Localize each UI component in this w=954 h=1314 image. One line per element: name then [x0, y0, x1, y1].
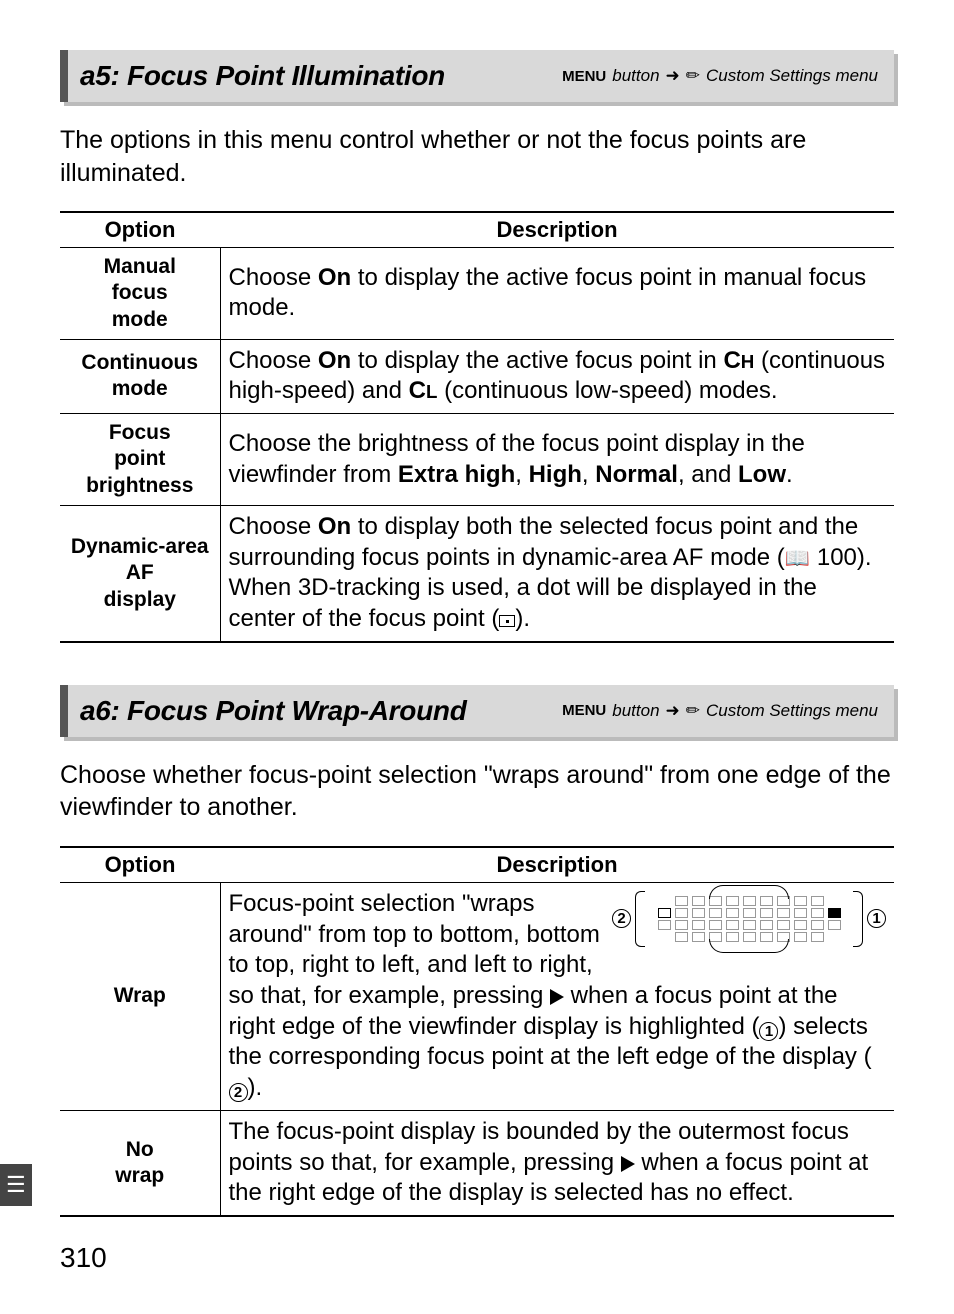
table-a5-body: ManualfocusmodeChoose On to display the …: [60, 248, 894, 642]
bracket-right-icon: [853, 891, 863, 947]
table-row: FocuspointbrightnessChoose the brightnes…: [60, 414, 894, 506]
section-a6-intro: Choose whether focus-point selection "wr…: [60, 759, 894, 824]
side-tab-icon: ☰: [0, 1164, 32, 1206]
option-cell: Nowrap: [60, 1110, 220, 1216]
focus-point-grid: [649, 895, 849, 943]
table-a6-header-option: Option: [60, 847, 220, 883]
table-a5-header-desc: Description: [220, 212, 894, 248]
option-cell: Continuousmode: [60, 339, 220, 413]
description-cell: Choose On to display the active focus po…: [220, 339, 894, 413]
button-word: button: [612, 701, 659, 721]
table-a6-body: Wrap21Focus-point selection "wraps aroun…: [60, 882, 894, 1216]
table-row: ContinuousmodeChoose On to display the a…: [60, 339, 894, 413]
description-cell: The focus-point display is bounded by th…: [220, 1110, 894, 1216]
diagram-label-left: 2: [612, 909, 631, 928]
button-word: button: [612, 66, 659, 86]
table-row: Dynamic-areaAFdisplayChoose On to displa…: [60, 505, 894, 641]
menu-path-label: Custom Settings menu: [706, 701, 878, 721]
table-row: Wrap21Focus-point selection "wraps aroun…: [60, 882, 894, 1110]
arrow-right-icon: ➜: [666, 701, 680, 721]
section-title-a5: a5: Focus Point Illumination: [80, 60, 445, 92]
bracket-left-icon: [635, 891, 645, 947]
description-cell: Choose On to display the active focus po…: [220, 248, 894, 340]
option-cell: Wrap: [60, 882, 220, 1110]
option-cell: Dynamic-areaAFdisplay: [60, 505, 220, 641]
table-a5: Option Description ManualfocusmodeChoose…: [60, 211, 894, 643]
section-a5-intro: The options in this menu control whether…: [60, 124, 894, 189]
table-row: NowrapThe focus-point display is bounded…: [60, 1110, 894, 1216]
breadcrumb-a6: MENU button ➜ ✏ Custom Settings menu: [562, 701, 878, 721]
description-cell: Choose On to display both the selected f…: [220, 505, 894, 641]
pencil-icon: ✏: [686, 66, 700, 86]
description-cell: Choose the brightness of the focus point…: [220, 414, 894, 506]
menu-button-label: MENU: [562, 68, 606, 85]
wrap-desc-lead: Focus-point selection "wraps around" fro…: [229, 890, 600, 1009]
menu-button-label: MENU: [562, 702, 606, 719]
diagram-label-right: 1: [867, 909, 886, 928]
manual-page: a5: Focus Point Illumination MENU button…: [0, 0, 954, 1314]
arc-top-icon: [709, 885, 789, 899]
arrow-right-icon: ➜: [666, 66, 680, 86]
section-header-a5: a5: Focus Point Illumination MENU button…: [60, 50, 894, 102]
triangle-right-icon: [550, 989, 564, 1005]
table-a6: Option Description Wrap21Focus-point sel…: [60, 846, 894, 1217]
breadcrumb-a5: MENU button ➜ ✏ Custom Settings menu: [562, 66, 878, 86]
table-a5-header-option: Option: [60, 212, 220, 248]
option-cell: Manualfocusmode: [60, 248, 220, 340]
menu-path-label: Custom Settings menu: [706, 66, 878, 86]
focus-point-diagram: 21: [612, 891, 886, 947]
table-row: ManualfocusmodeChoose On to display the …: [60, 248, 894, 340]
pencil-icon: ✏: [686, 701, 700, 721]
section-title-a6: a6: Focus Point Wrap-Around: [80, 695, 467, 727]
arc-bottom-icon: [709, 939, 789, 953]
description-cell: 21Focus-point selection "wraps around" f…: [220, 882, 894, 1110]
section-header-a6: a6: Focus Point Wrap-Around MENU button …: [60, 685, 894, 737]
table-a6-header-desc: Description: [220, 847, 894, 883]
page-number: 310: [60, 1242, 107, 1274]
option-cell: Focuspointbrightness: [60, 414, 220, 506]
